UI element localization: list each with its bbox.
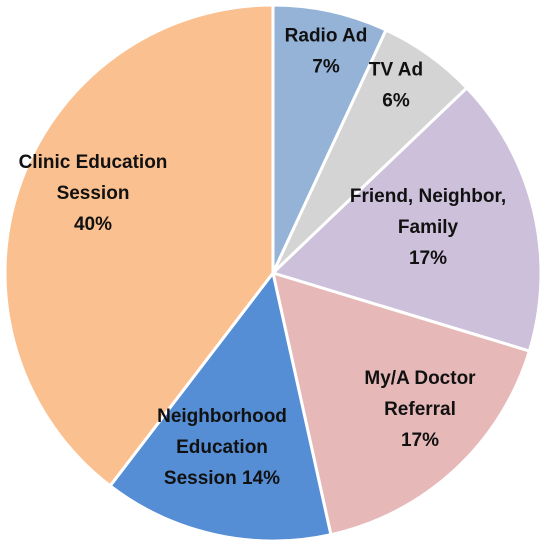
- slice-label-line: 40%: [74, 214, 112, 235]
- slice-label: Friend, Neighbor, Family 17%: [350, 186, 506, 269]
- pie-slice-my-a-doctor-referral: [271, 271, 531, 537]
- slice-label-line: Education: [176, 437, 268, 458]
- slice-label-line: 7%: [312, 57, 340, 78]
- slice-label: My/A Doctor Referral 17%: [364, 368, 476, 451]
- slice-label-line: Family: [398, 217, 459, 238]
- pie-slice-friend-neighbor-family: [271, 86, 543, 353]
- slice-label-line: Referral: [384, 399, 456, 420]
- pie-slice-neighborhood-education-session: [108, 271, 333, 543]
- slice-label-line: Friend, Neighbor,: [350, 186, 506, 207]
- slice-label-line: Radio Ad: [285, 26, 368, 47]
- slice-label-line: Clinic Education: [19, 152, 168, 173]
- slice-label: Neighborhood Education Session 14%: [157, 406, 287, 489]
- pie-slice-radio-ad: [271, 3, 388, 275]
- slice-label: Radio Ad 7%: [285, 26, 368, 78]
- slice-label-line: TV Ad: [369, 60, 423, 81]
- slice-label: TV Ad 6%: [369, 60, 423, 112]
- pie-slices: [3, 3, 543, 543]
- slice-label-line: Session: [57, 183, 130, 204]
- pie-slice-clinic-education-session: [3, 3, 275, 488]
- slice-label-line: 17%: [409, 248, 447, 269]
- slice-label-line: Session 14%: [164, 468, 280, 489]
- slice-label-line: 17%: [401, 430, 439, 451]
- slice-label-line: Neighborhood: [157, 406, 287, 427]
- pie-labels: Radio Ad 7% TV Ad 6% Friend, Neighbor, Family…: [19, 26, 507, 490]
- slice-label-line: 6%: [382, 91, 410, 112]
- slice-label-line: My/A Doctor: [364, 368, 476, 389]
- slice-label: Clinic Education Session 40%: [19, 152, 168, 235]
